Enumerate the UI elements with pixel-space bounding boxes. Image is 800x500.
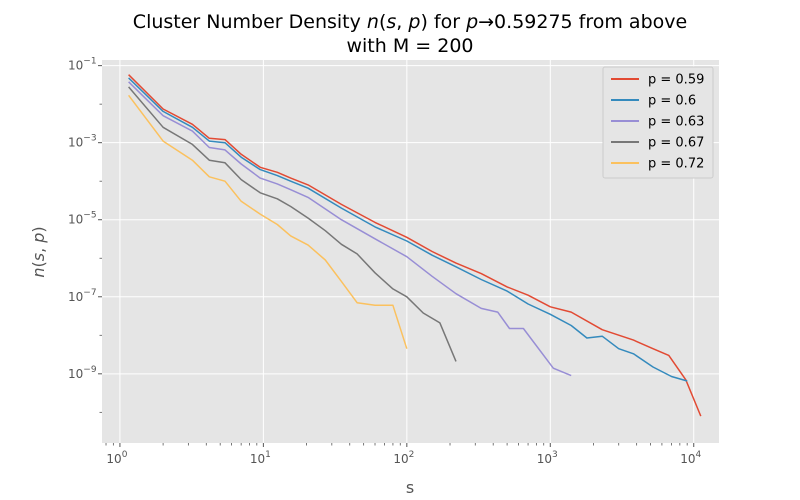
x-tick-label: 102 bbox=[393, 450, 414, 466]
x-tick-label: 103 bbox=[537, 450, 558, 466]
y-tick-label-exp: −9 bbox=[83, 365, 97, 375]
x-tick-label-base: 10 bbox=[680, 452, 695, 466]
title-p2-symbol: p bbox=[465, 11, 478, 33]
title-args-open: ( bbox=[379, 11, 386, 33]
y-tick-label-exp: −3 bbox=[83, 134, 96, 144]
x-tick-label-exp: 3 bbox=[552, 450, 558, 460]
series-line-2 bbox=[128, 77, 688, 382]
y-tick-label-base: 10 bbox=[68, 367, 83, 381]
legend-label: p = 0.59 bbox=[648, 73, 704, 88]
legend: p = 0.59 p = 0.6 p = 0.63 p = 0.67 p = 0.72 bbox=[602, 66, 714, 179]
legend-frame bbox=[602, 66, 714, 179]
series-layer bbox=[128, 74, 702, 417]
legend-label: p = 0.63 bbox=[648, 115, 704, 130]
x-tick-label-base: 10 bbox=[393, 452, 408, 466]
title-suffix: →0.59275 from above bbox=[478, 11, 687, 33]
y-axis-label: n(s, p) bbox=[29, 226, 48, 277]
y-tick-label-exp: −5 bbox=[83, 211, 96, 221]
x-tick-label-exp: 4 bbox=[696, 450, 702, 460]
x-tick-label-exp: 0 bbox=[122, 450, 128, 460]
series-line-5 bbox=[128, 94, 408, 349]
x-tick-label: 101 bbox=[250, 450, 271, 466]
series-line-3 bbox=[128, 81, 572, 377]
y-tick-label: 10−7 bbox=[68, 288, 97, 304]
ylabel-comma: , bbox=[29, 243, 48, 253]
ylabel-p: p bbox=[29, 233, 48, 244]
legend-label: p = 0.6 bbox=[648, 94, 696, 109]
y-tick-label-base: 10 bbox=[68, 136, 83, 150]
chart-title-line-1: Cluster Number Density n(s, p) for p→0.5… bbox=[133, 11, 687, 33]
y-tick-label-exp: −7 bbox=[83, 288, 96, 298]
x-tick-label: 104 bbox=[680, 450, 701, 466]
x-axis: 100 101 102 103 104 bbox=[105, 443, 702, 466]
x-tick-label: 100 bbox=[106, 450, 127, 466]
y-tick-label-base: 10 bbox=[68, 290, 83, 304]
series-line-1 bbox=[128, 74, 702, 417]
y-tick-label: 10−1 bbox=[68, 57, 97, 73]
x-tick-label-base: 10 bbox=[106, 452, 121, 466]
chart-title-line-2: with M = 200 bbox=[346, 35, 473, 57]
y-tick-label: 10−9 bbox=[68, 365, 97, 381]
title-p-symbol: p bbox=[407, 11, 420, 33]
y-tick-label: 10−3 bbox=[68, 134, 97, 150]
title-args-close: ) for bbox=[420, 11, 466, 33]
x-axis-label: s bbox=[406, 478, 414, 497]
title-comma: , bbox=[396, 11, 408, 33]
title-s-symbol: s bbox=[386, 11, 396, 33]
y-axis: 10−110−310−510−710−9 bbox=[68, 57, 102, 413]
title-n-symbol: n bbox=[367, 11, 379, 33]
chart-title: Cluster Number Density n(s, p) for p→0.5… bbox=[133, 11, 687, 57]
title-prefix: Cluster Number Density bbox=[133, 11, 367, 33]
x-tick-label-exp: 2 bbox=[409, 450, 415, 460]
x-tick-label-base: 10 bbox=[250, 452, 265, 466]
x-tick-label-base: 10 bbox=[537, 452, 552, 466]
legend-label: p = 0.72 bbox=[648, 157, 704, 172]
y-tick-label-exp: −1 bbox=[83, 57, 96, 67]
y-tick-label: 10−5 bbox=[68, 211, 97, 227]
ylabel-open: ( bbox=[29, 261, 48, 267]
y-tick-label-base: 10 bbox=[68, 59, 83, 73]
series-line-4 bbox=[128, 86, 457, 362]
ylabel-n: n bbox=[29, 268, 48, 278]
x-tick-label-exp: 1 bbox=[265, 450, 271, 460]
legend-label: p = 0.67 bbox=[648, 136, 704, 151]
ylabel-s: s bbox=[29, 253, 48, 261]
y-tick-label-base: 10 bbox=[68, 213, 83, 227]
ylabel-close: ) bbox=[29, 226, 48, 232]
